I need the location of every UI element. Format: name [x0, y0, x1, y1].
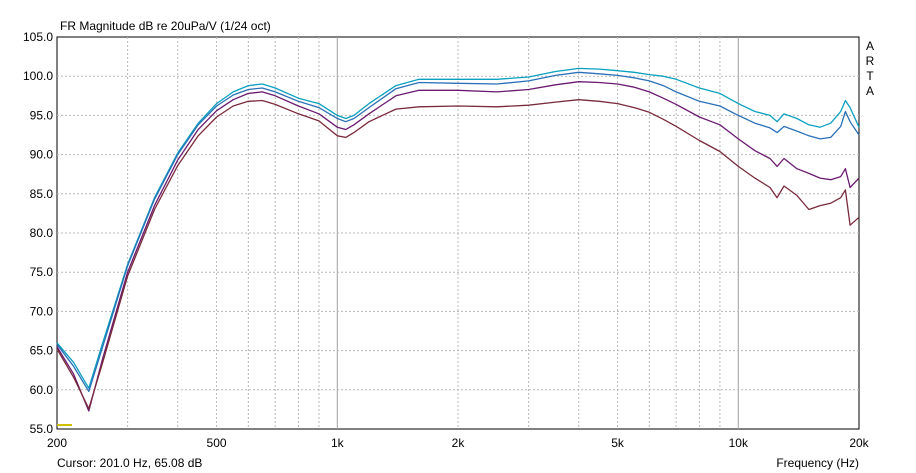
x-tick-label: 5k: [611, 436, 625, 450]
series-group: [56, 67, 860, 412]
y-tick-label: 90.0: [30, 148, 54, 162]
x-tick-label: 10k: [729, 436, 749, 450]
series-line-4: [56, 99, 860, 410]
y-tick-label: 70.0: [30, 304, 54, 318]
series-line-3: [56, 81, 860, 412]
y-tick-label: 55.0: [30, 422, 54, 436]
chart-title: FR Magnitude dB re 20uPa/V (1/24 oct): [60, 19, 271, 33]
y-tick-label: 105.0: [23, 30, 53, 44]
x-tick-label: 500: [207, 436, 227, 450]
x-tick-label: 2k: [452, 436, 466, 450]
x-tick-label: 1k: [331, 436, 345, 450]
series-line-1: [56, 67, 860, 389]
y-tick-label: 75.0: [30, 265, 54, 279]
series-line-2: [56, 71, 860, 393]
y-tick-label: 85.0: [30, 187, 54, 201]
y-tick-label: 60.0: [30, 383, 54, 397]
y-tick-label: 95.0: [30, 108, 54, 122]
tick-labels: 200 500 1k 2k 5k 10k 20k 55.0 60.0 65.0 70.0 75.0 80…: [23, 30, 870, 450]
y-tick-label: 80.0: [30, 226, 54, 240]
grid: [57, 37, 859, 429]
y-tick-label: 65.0: [30, 344, 54, 358]
brand-letter: R: [866, 54, 875, 68]
x-axis-label: Frequency (Hz): [776, 456, 859, 470]
brand-letter: A: [866, 84, 874, 98]
brand-letter: T: [866, 69, 874, 83]
brand-letter: A: [866, 39, 874, 53]
cursor-readout: Cursor: 201.0 Hz, 65.08 dB: [57, 456, 202, 470]
x-tick-label: 20k: [849, 436, 869, 450]
y-tick-label: 100.0: [23, 69, 53, 83]
x-tick-label: 200: [47, 436, 67, 450]
